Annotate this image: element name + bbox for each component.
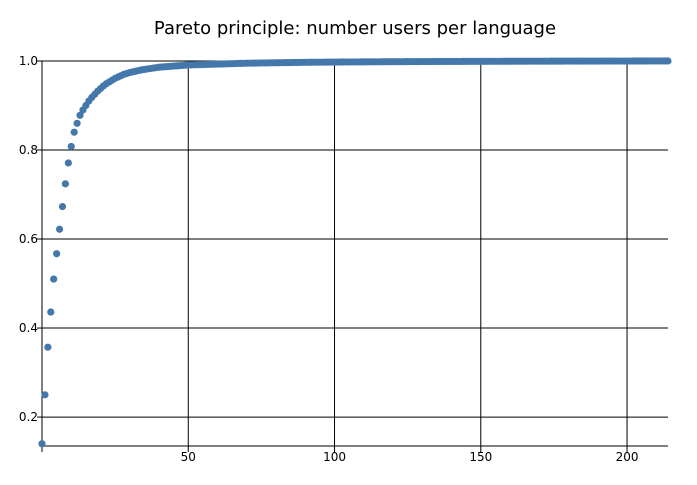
data-point xyxy=(50,275,58,283)
data-point xyxy=(664,57,672,65)
data-point xyxy=(55,225,64,233)
x-tick-label: 50 xyxy=(181,450,196,464)
data-point xyxy=(58,202,67,211)
data-point xyxy=(70,128,78,136)
data-point xyxy=(53,250,61,258)
data-points xyxy=(38,57,672,448)
data-point xyxy=(67,142,75,151)
x-tick-label: 100 xyxy=(323,450,346,464)
data-point xyxy=(47,308,55,316)
data-point xyxy=(73,119,81,127)
chart-title: Pareto principle: number users per langu… xyxy=(153,18,557,39)
data-point xyxy=(76,111,84,119)
axes xyxy=(37,60,668,452)
x-tick-label: 200 xyxy=(616,450,639,464)
data-point xyxy=(61,180,70,188)
y-tick-label: 0.6 xyxy=(19,232,38,246)
data-point xyxy=(41,391,49,399)
y-tick-label: 0.2 xyxy=(19,410,38,424)
data-point xyxy=(44,343,52,351)
y-tick-label: 1.0 xyxy=(19,54,38,68)
gridlines xyxy=(42,60,668,446)
data-point xyxy=(64,159,72,167)
data-point xyxy=(38,440,46,448)
y-tick-label: 0.4 xyxy=(19,321,38,335)
x-tick-label: 150 xyxy=(469,450,492,464)
tick-labels: 0.2 0.4 0.6 0.8 1.0 50 100 150 200 xyxy=(19,54,639,464)
y-tick-label: 0.8 xyxy=(19,143,38,157)
